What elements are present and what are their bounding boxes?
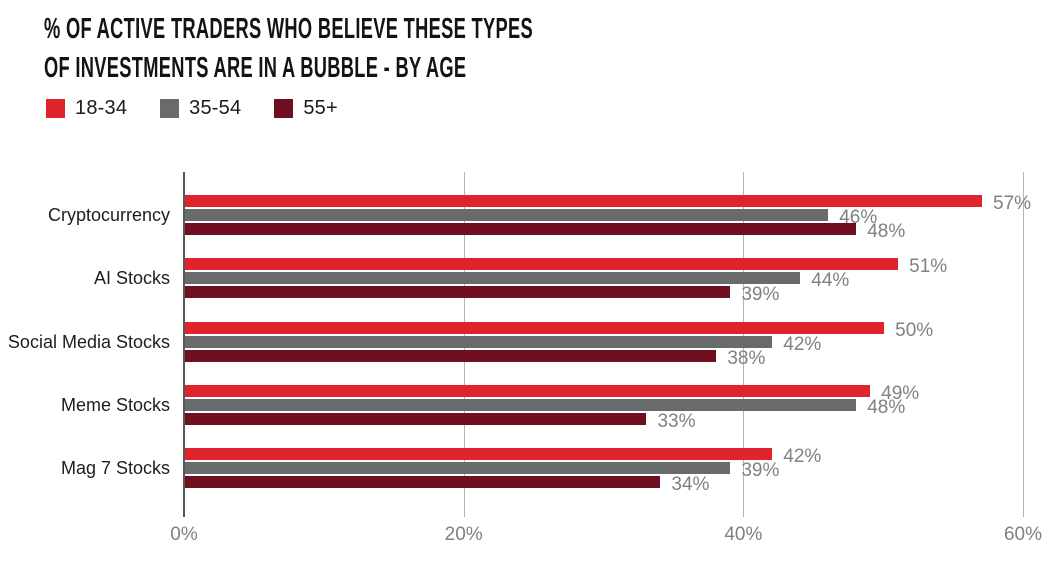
axis-line — [183, 172, 185, 517]
category-label-Mag 7 Stocks: Mag 7 Stocks — [60, 458, 170, 478]
bar-55+-Cryptocurrency — [185, 223, 857, 235]
bar-55+-Mag 7 Stocks — [185, 476, 661, 488]
bar-18-34-Mag 7 Stocks — [185, 448, 773, 460]
value-label-35-54-Mag 7 Stocks: 39% — [741, 460, 780, 481]
legend: 18-34 35-54 55+ — [46, 97, 338, 120]
bar-35-54-Cryptocurrency — [185, 209, 829, 221]
chart-title-line-1: % OF ACTIVE TRADERS WHO BELIEVE THESE TY… — [44, 13, 533, 45]
legend-swatch-18-34 — [46, 99, 65, 118]
category-label-AI Stocks: AI Stocks — [93, 268, 170, 289]
value-label-18-34-Cryptocurrency: 57% — [993, 193, 1032, 214]
bar-35-54-Mag 7 Stocks — [185, 462, 731, 474]
legend-item-18-34: 18-34 — [46, 97, 127, 120]
bar-18-34-Social Media Stocks — [185, 321, 885, 334]
bar-35-54-Social Media Stocks — [185, 335, 773, 348]
value-label-55+-AI Stocks: 39% — [741, 284, 780, 306]
legend-label-18-34: 18-34 — [75, 97, 128, 119]
value-label-35-54-AI Stocks: 44% — [811, 270, 850, 292]
x-tick-label-40%: 40% — [724, 524, 763, 545]
bar-35-54-AI Stocks — [185, 272, 801, 285]
chart-title: % OF ACTIVE TRADERS WHO BELIEVE THESE TY… — [44, 10, 533, 88]
value-label-18-34-AI Stocks: 51% — [909, 256, 948, 278]
bar-55+-Meme Stocks — [185, 412, 647, 425]
value-label-35-54-Cryptocurrency: 46% — [839, 207, 878, 228]
value-label-55+-Mag 7 Stocks: 34% — [671, 474, 710, 495]
legend-label-35-54: 35-54 — [189, 97, 242, 119]
x-tick-label-60%: 60% — [1003, 524, 1043, 545]
legend-swatch-35-54 — [160, 99, 180, 118]
bar-18-34-Cryptocurrency — [185, 195, 983, 207]
value-label-18-34-Meme Stocks: 49% — [881, 382, 920, 404]
bar-18-34-AI Stocks — [185, 258, 899, 271]
bar-55+-AI Stocks — [185, 286, 731, 299]
value-label-18-34-Social Media Stocks: 50% — [895, 319, 934, 341]
value-label-35-54-Meme Stocks: 48% — [867, 396, 906, 418]
legend-swatch-55plus — [274, 99, 294, 118]
bar-18-34-Meme Stocks — [185, 384, 871, 397]
legend-label-55plus: 55+ — [303, 97, 338, 119]
value-label-55+-Meme Stocks: 33% — [657, 410, 696, 432]
value-label-35-54-Social Media Stocks: 42% — [783, 333, 822, 355]
gridline-60% — [1023, 172, 1024, 517]
legend-item-55plus: 55+ — [274, 97, 338, 120]
x-tick-label-20%: 20% — [444, 524, 483, 545]
chart-title-line-2: OF INVESTMENTS ARE IN A BUBBLE - BY AGE — [44, 52, 467, 84]
category-label-Cryptocurrency: Cryptocurrency — [47, 205, 170, 225]
category-label-Social Media Stocks: Social Media Stocks — [7, 331, 170, 352]
bar-35-54-Meme Stocks — [185, 398, 857, 411]
value-label-18-34-Mag 7 Stocks: 42% — [783, 446, 822, 467]
value-label-55+-Social Media Stocks: 38% — [727, 347, 766, 369]
value-label-55+-Cryptocurrency: 48% — [867, 221, 906, 242]
category-label-Meme Stocks: Meme Stocks — [60, 394, 170, 415]
legend-item-35-54: 35-54 — [160, 97, 241, 120]
bar-55+-Social Media Stocks — [185, 349, 717, 362]
x-tick-label-0%: 0% — [170, 524, 198, 545]
